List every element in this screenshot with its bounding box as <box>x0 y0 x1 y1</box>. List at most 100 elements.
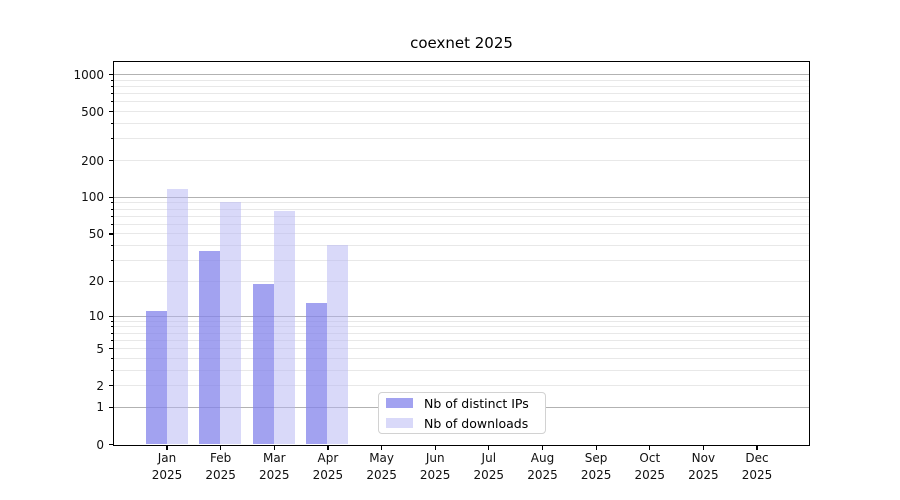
y-minor-tick <box>110 79 113 81</box>
x-tick <box>649 446 651 450</box>
gridline-minor <box>114 280 809 282</box>
x-tick-label-oct: Oct 2025 <box>634 451 666 482</box>
y-minor-tick <box>110 111 113 112</box>
y-minor-tick <box>110 326 113 328</box>
gridline-minor <box>114 208 809 210</box>
x-tick <box>166 446 168 450</box>
x-tick-label-aug: Aug 2025 <box>527 451 558 482</box>
x-tick-label-feb: Feb 2025 <box>205 451 236 482</box>
y-tick-label-2: 2 <box>96 378 104 393</box>
y-minor-tick <box>110 245 113 247</box>
x-tick <box>434 446 436 450</box>
y-tick-label-1: 1 <box>96 400 104 415</box>
gridline-minor <box>114 339 809 341</box>
x-tick-label-mar: Mar 2025 <box>259 451 290 482</box>
x-tick <box>273 446 275 450</box>
y-tick <box>109 73 113 76</box>
y-minor-tick <box>110 85 113 87</box>
x-tick <box>381 446 383 450</box>
y-minor-tick <box>110 280 113 282</box>
bar-downloads-mar <box>273 210 295 444</box>
y-tick <box>109 406 113 409</box>
bar-downloads-feb <box>220 201 242 444</box>
y-tick-label-100: 100 <box>81 190 104 205</box>
y-minor-tick <box>110 260 113 262</box>
legend-swatch-distinct-ips <box>386 398 413 408</box>
gridline-minor <box>114 233 809 235</box>
chart-title: coexnet 2025 <box>410 34 513 52</box>
bar-ips-feb <box>199 250 221 444</box>
y-tick <box>109 196 113 198</box>
y-tick-label-5: 5 <box>96 341 104 356</box>
bar-ips-mar <box>252 283 274 444</box>
x-tick-label-sep: Sep 2025 <box>580 451 612 482</box>
y-tick-label-0: 0 <box>96 437 104 452</box>
gridline-major <box>114 74 809 75</box>
bar-downloads-jan <box>166 189 188 444</box>
gridline-minor <box>114 160 809 161</box>
y-tick-label-1000: 1000 <box>73 67 104 82</box>
gridline-minor <box>114 385 809 387</box>
x-tick <box>327 446 329 450</box>
x-tick <box>595 446 597 450</box>
gridline-minor <box>114 202 809 204</box>
y-tick-label-200: 200 <box>81 153 104 168</box>
y-tick-label-10: 10 <box>88 309 104 324</box>
x-tick-label-nov: Nov 2025 <box>688 451 719 482</box>
x-tick-label-dec: Dec 2025 <box>741 451 773 482</box>
y-tick-label-500: 500 <box>81 104 104 119</box>
gridline-minor <box>114 332 809 334</box>
plot-area <box>113 61 810 446</box>
y-minor-tick <box>110 202 113 204</box>
legend-label-distinct-ips: Nb of distinct IPs <box>424 395 529 411</box>
gridline-minor <box>114 111 809 112</box>
x-tick <box>702 446 705 450</box>
gridline-minor <box>114 223 809 225</box>
y-minor-tick <box>110 223 113 225</box>
y-minor-tick <box>110 348 113 349</box>
x-tick <box>541 446 544 450</box>
gridline-minor <box>114 245 809 247</box>
y-minor-tick <box>110 93 113 94</box>
y-minor-tick <box>110 339 113 341</box>
legend-label-downloads: Nb of downloads <box>424 415 529 431</box>
y-minor-tick <box>110 123 113 124</box>
x-tick-label-jul: Jul 2025 <box>473 451 505 482</box>
y-tick-label-50: 50 <box>88 226 104 241</box>
legend: Nb of distinct IPs Nb of downloads <box>378 392 546 434</box>
x-tick-label-apr: Apr 2025 <box>312 451 344 482</box>
gridline-minor <box>114 369 809 371</box>
y-minor-tick <box>110 320 113 322</box>
legend-item-distinct-ips: Nb of distinct IPs <box>386 396 538 411</box>
bar-ips-apr <box>306 302 328 444</box>
y-minor-tick <box>110 385 113 387</box>
x-tick-label-jun: Jun 2025 <box>419 451 451 482</box>
x-tick <box>756 446 758 450</box>
gridline-minor <box>114 138 809 140</box>
y-tick-label-20: 20 <box>88 274 104 289</box>
y-minor-tick <box>110 160 113 161</box>
gridline-minor <box>114 101 809 103</box>
x-tick-label-may: May 2025 <box>366 451 397 482</box>
legend-item-downloads: Nb of downloads <box>386 416 538 431</box>
gridline-minor <box>114 93 809 94</box>
x-tick <box>220 446 222 450</box>
y-minor-tick <box>110 233 113 235</box>
gridline-major <box>114 196 809 198</box>
y-minor-tick <box>110 357 113 359</box>
y-minor-tick <box>110 138 113 140</box>
y-minor-tick <box>110 332 113 334</box>
bar-downloads-apr <box>327 245 349 444</box>
gridline-minor <box>114 326 809 328</box>
y-tick <box>109 443 113 446</box>
gridline-minor <box>114 260 809 262</box>
y-minor-tick <box>110 101 113 103</box>
legend-swatch-downloads <box>386 418 413 428</box>
bar-ips-jan <box>145 310 167 444</box>
gridline-minor <box>114 123 809 124</box>
y-minor-tick <box>110 215 113 217</box>
gridline-minor <box>114 348 809 349</box>
y-minor-tick <box>110 208 113 210</box>
y-tick <box>109 315 113 317</box>
x-tick <box>488 446 490 450</box>
